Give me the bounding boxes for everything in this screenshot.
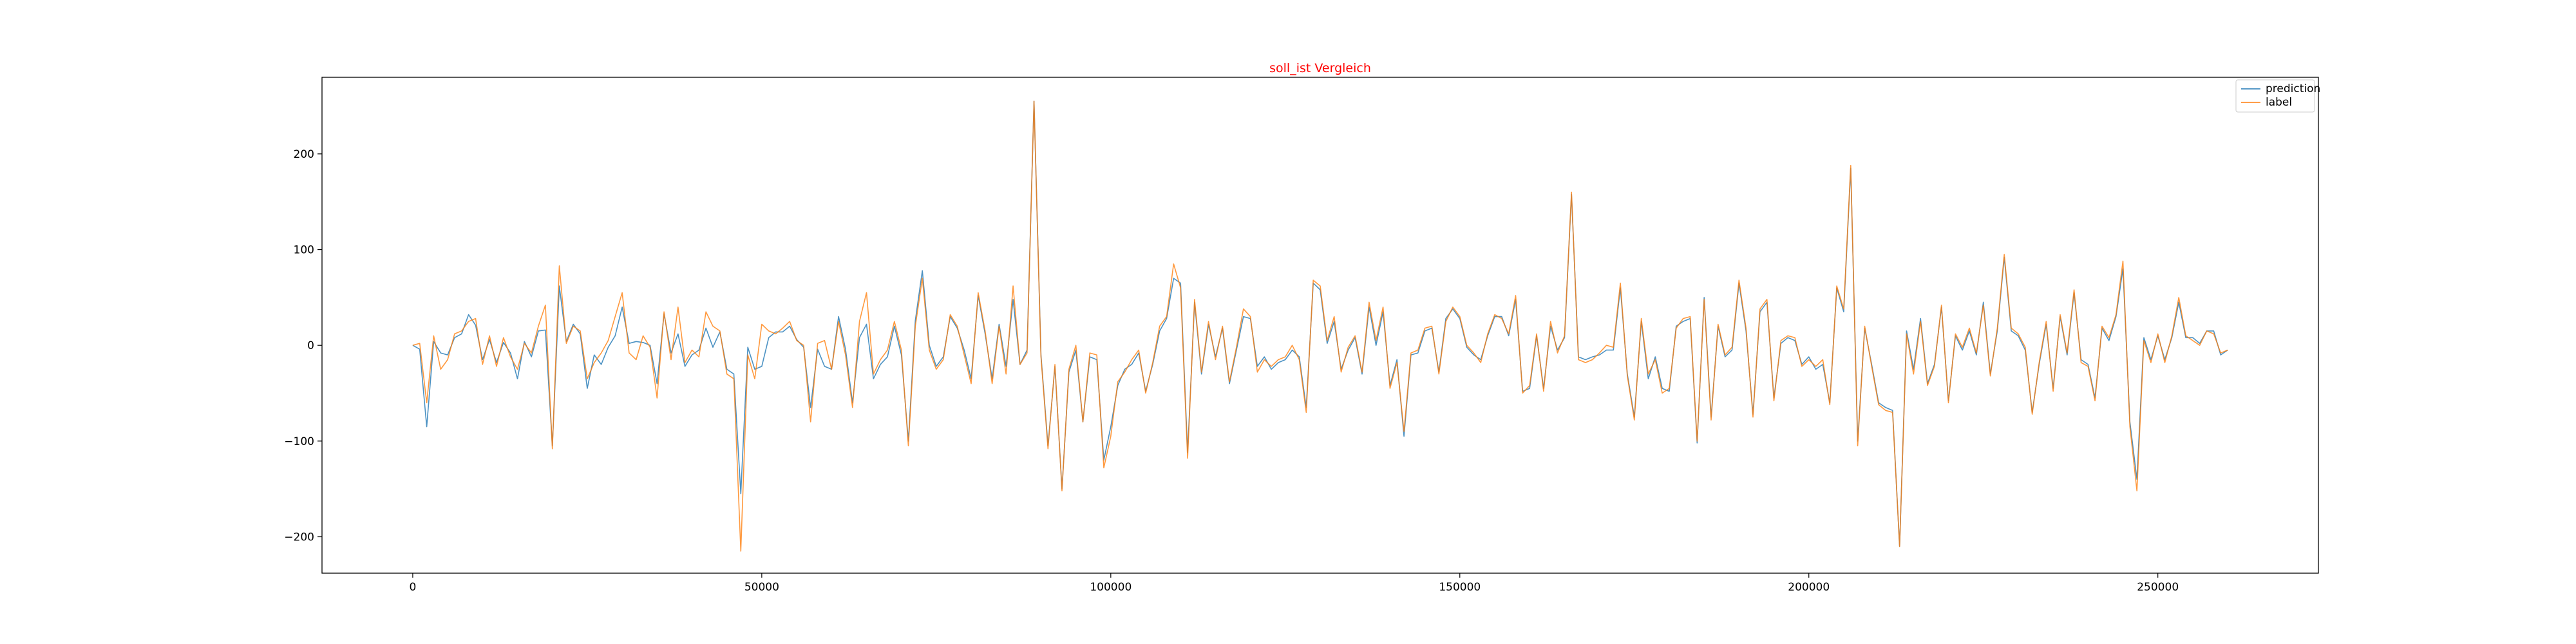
plot-area-frame: [321, 77, 2319, 574]
y-tick-label: 200: [294, 148, 314, 161]
y-tick-label: −100: [284, 435, 314, 448]
legend-frame: [2235, 79, 2315, 113]
x-tick-label: 0: [409, 581, 416, 594]
x-tick-label: 100000: [1090, 581, 1132, 594]
legend-label-prediction: prediction: [2266, 82, 2320, 95]
x-axis: 0 50000 100000 150000 200000 250000: [409, 573, 2179, 594]
series-line-prediction: [412, 100, 2228, 547]
series-layer: [412, 100, 2228, 552]
x-tick-label: 250000: [2137, 581, 2179, 594]
x-tick-label: 150000: [1439, 581, 1481, 594]
y-axis: −200 −100 0 100 200: [284, 148, 322, 544]
x-tick-label: 50000: [744, 581, 779, 594]
chart-title: soll_ist Vergleich: [1269, 61, 1371, 75]
y-tick-label: 100: [294, 244, 314, 257]
y-tick-label: −200: [284, 531, 314, 544]
legend: prediction label: [2235, 79, 2320, 113]
x-tick-label: 200000: [1788, 581, 1830, 594]
legend-label-label: label: [2266, 96, 2292, 109]
series-line-label: [412, 100, 2228, 552]
y-tick-label: 0: [307, 339, 314, 352]
